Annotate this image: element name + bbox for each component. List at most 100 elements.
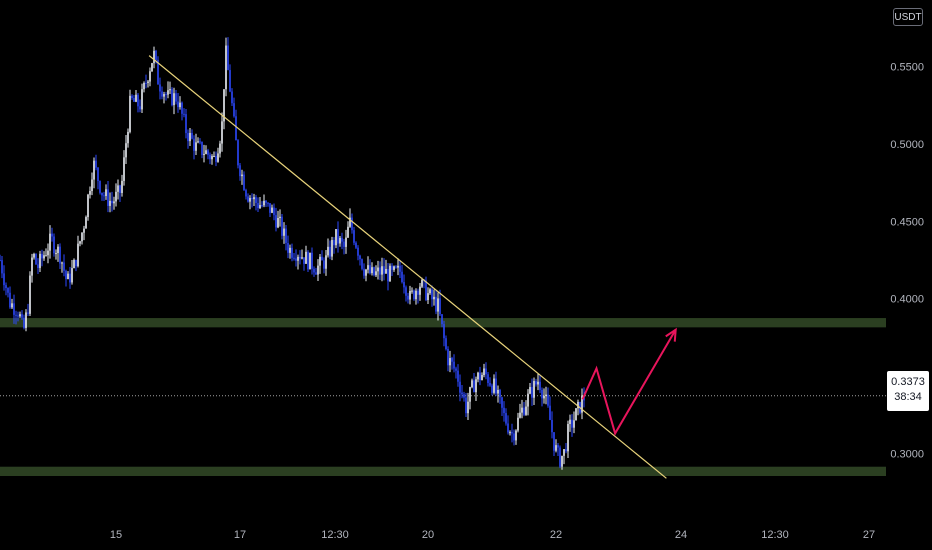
candle-body-225	[449, 358, 451, 366]
candle-body-43	[85, 217, 87, 229]
candle-body-245	[489, 382, 491, 386]
bar-countdown: 38:34	[894, 391, 922, 403]
candle-body-285	[569, 419, 571, 425]
candle-body-201	[401, 271, 403, 283]
candle-body-3	[5, 285, 7, 289]
candle-body-196	[391, 265, 393, 270]
candle-body-64	[127, 131, 129, 144]
candle-body-107	[213, 156, 215, 158]
candle-body-210	[419, 286, 421, 295]
candle-body-39	[77, 243, 79, 267]
candle-body-168	[335, 229, 337, 246]
candle-body-223	[445, 338, 447, 350]
currency-badge[interactable]: USDT	[893, 8, 923, 26]
candle-body-287	[573, 420, 575, 428]
candle-body-33	[65, 270, 67, 280]
candle-body-270	[539, 381, 541, 390]
candle-body-288	[575, 408, 577, 421]
candle-body-162	[323, 260, 325, 269]
candle-body-246	[491, 385, 493, 393]
price-tick-2: 0.4500	[890, 216, 924, 228]
candle-body-129	[257, 203, 259, 209]
candle-body-186	[371, 267, 373, 274]
candle-body-289	[577, 401, 579, 409]
time-tick-2: 12:30	[321, 529, 349, 541]
candle-body-6	[11, 303, 13, 308]
candle-body-28	[55, 253, 57, 255]
candle-body-222	[443, 324, 445, 339]
candle-body-216	[431, 289, 433, 300]
candle-body-132	[263, 200, 265, 206]
candle-body-141	[281, 216, 283, 236]
candle-body-199	[397, 265, 399, 268]
candle-body-142	[283, 228, 285, 236]
candle-body-128	[255, 197, 257, 204]
candle-body-184	[367, 265, 369, 270]
candle-body-89	[177, 101, 179, 108]
candle-body-18	[35, 254, 37, 265]
candle-body-102	[203, 153, 205, 155]
candle-body-140	[279, 216, 281, 218]
candle-body-98	[195, 142, 197, 151]
candle-body-154	[307, 251, 309, 270]
candle-body-161	[321, 256, 323, 261]
candle-body-145	[289, 247, 291, 253]
candle-body-163	[325, 255, 327, 269]
candle-body-177	[353, 230, 355, 243]
candle-body-170	[339, 237, 341, 244]
candle-body-208	[415, 290, 417, 300]
candle-body-100	[199, 141, 201, 143]
candle-body-235	[469, 387, 471, 402]
candle-body-103	[205, 150, 207, 154]
candle-body-147	[293, 257, 295, 259]
candle-body-269	[537, 381, 539, 385]
candle-body-205	[409, 291, 411, 300]
candle-body-91	[181, 102, 183, 114]
candle-body-108	[215, 156, 217, 162]
candle-body-157	[313, 268, 315, 273]
candle-body-76	[151, 63, 153, 72]
candle-body-115	[229, 70, 231, 92]
candle-body-160	[319, 256, 321, 266]
candle-body-282	[563, 449, 565, 456]
candle-body-159	[317, 265, 319, 275]
candle-body-71	[141, 89, 143, 110]
price-tick-3: 0.4000	[890, 294, 924, 306]
price-tick-5: 0.3000	[890, 449, 924, 461]
candle-body-93	[185, 114, 187, 134]
candle-body-8	[15, 314, 17, 316]
candle-body-0	[0, 260, 1, 261]
candle-body-248	[495, 378, 497, 394]
candle-body-209	[417, 290, 419, 295]
candle-body-280	[559, 447, 561, 467]
candle-body-237	[473, 380, 475, 393]
projection-path	[581, 329, 677, 436]
candle-body-213	[425, 280, 427, 301]
candle-body-202	[403, 282, 405, 288]
candle-body-278	[555, 445, 557, 451]
candle-body-84	[167, 90, 169, 95]
candle-body-284	[567, 424, 569, 452]
candle-body-22	[43, 255, 45, 259]
time-tick-1: 17	[234, 529, 246, 541]
candle-body-187	[373, 267, 375, 276]
price-tick-1: 0.5000	[890, 139, 924, 151]
candle-body-94	[187, 133, 189, 142]
candle-body-135	[269, 203, 271, 213]
candle-body-40	[79, 241, 81, 244]
candle-body-72	[143, 82, 145, 90]
candle-body-268	[535, 381, 537, 385]
candle-body-10	[19, 314, 21, 317]
candle-body-291	[581, 395, 583, 413]
time-axis[interactable]: 15 17 12:30 20 22 24 12:30 27	[110, 529, 875, 541]
candle-body-58	[115, 191, 117, 202]
candle-body-85	[169, 89, 171, 91]
candle-body-200	[399, 265, 401, 272]
candle-body-50	[99, 181, 101, 193]
candle-body-176	[351, 217, 353, 231]
candle-body-14	[27, 312, 29, 314]
candle-body-26	[51, 233, 53, 237]
last-price-label: 0.3373 38:34	[887, 371, 929, 411]
candle-body-74	[147, 81, 149, 84]
